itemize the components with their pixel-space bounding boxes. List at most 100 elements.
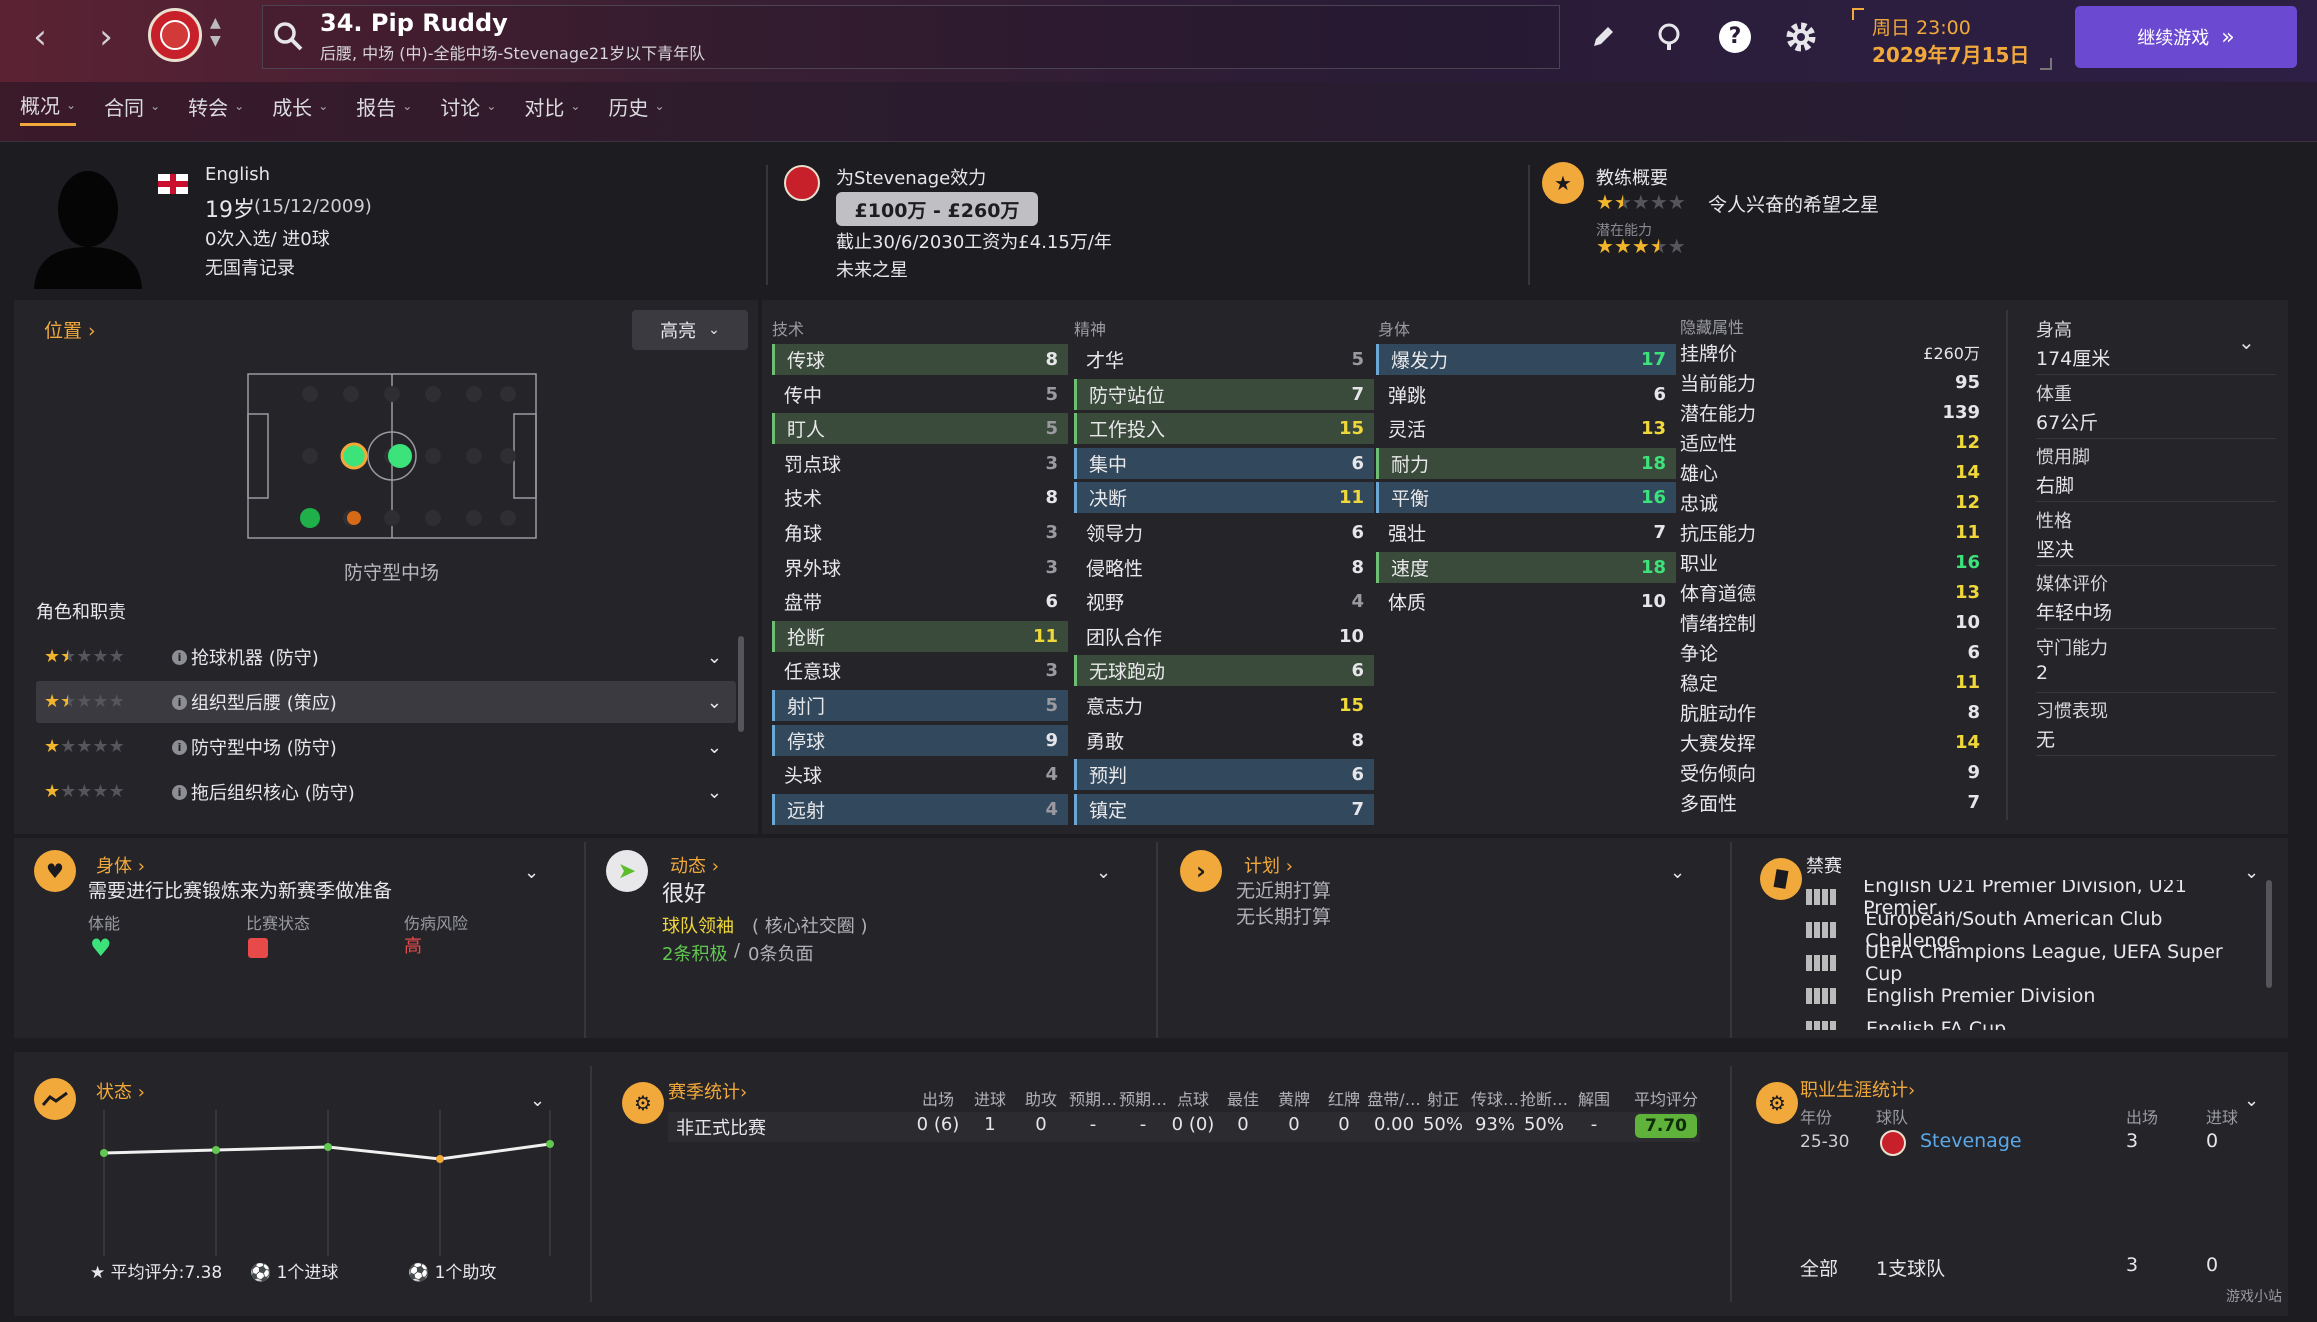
attribute-technical-6[interactable]: 界外球 3 [772, 552, 1068, 583]
attribute-mental-2[interactable]: 工作投入 15 [1074, 413, 1374, 445]
roles-scrollbar[interactable] [738, 636, 744, 732]
season-header[interactable]: 射正 [1426, 1090, 1459, 1109]
player-switch-icon[interactable]: ▲ ▼ [210, 15, 221, 49]
attribute-physical-3[interactable]: 耐力 18 [1376, 447, 1676, 479]
hidden-attribute-5[interactable]: 忠诚 12 [1680, 487, 1980, 517]
attribute-physical-2[interactable]: 灵活 13 [1376, 413, 1676, 444]
attribute-mental-1[interactable]: 防守站位 7 [1074, 378, 1374, 410]
career-club-badge-icon[interactable] [1880, 1130, 1906, 1156]
attribute-mental-10[interactable]: 意志力 15 [1074, 690, 1374, 721]
attribute-physical-4[interactable]: 平衡 16 [1376, 482, 1676, 514]
date-date[interactable]: 2029年7月15日 [1872, 43, 2030, 67]
attribute-mental-0[interactable]: 才华 5 [1074, 344, 1374, 375]
role-item[interactable]: ★★★★★ i 拖后组织核心 (防守) ⌄ [36, 771, 736, 813]
hidden-attribute-8[interactable]: 体育道德 13 [1680, 577, 1980, 607]
chevron-down-icon[interactable]: ⌄ [530, 1090, 546, 1111]
ban-item[interactable]: European/South American Club Challenge [1806, 908, 2256, 952]
season-header[interactable]: 传球… [1470, 1090, 1519, 1109]
attribute-mental-12[interactable]: 预判 6 [1074, 759, 1374, 791]
chevron-down-icon[interactable]: ⌄ [2238, 330, 2255, 354]
attribute-technical-3[interactable]: 罚点球 3 [772, 448, 1068, 479]
search-icon[interactable] [272, 20, 304, 56]
chevron-down-icon[interactable]: ⌄ [706, 646, 722, 668]
attribute-mental-8[interactable]: 团队合作 10 [1074, 621, 1374, 652]
hidden-attribute-3[interactable]: 适应性 12 [1680, 427, 1980, 457]
menu-item-5[interactable]: 讨论 ⌄ [440, 86, 496, 126]
negative-count[interactable]: 0条负面 [748, 944, 814, 965]
season-header[interactable]: 点球 [1176, 1090, 1209, 1109]
menu-item-7[interactable]: 历史 ⌄ [608, 86, 664, 126]
hidden-attribute-6[interactable]: 抗压能力 11 [1680, 517, 1980, 547]
attribute-mental-4[interactable]: 决断 11 [1074, 482, 1374, 514]
hidden-attribute-9[interactable]: 情绪控制 10 [1680, 607, 1980, 637]
season-header[interactable]: 助攻 [1024, 1090, 1057, 1109]
attribute-technical-5[interactable]: 角球 3 [772, 517, 1068, 548]
dynamics-title[interactable]: 动态 › [670, 856, 719, 877]
career-team-link[interactable]: Stevenage [1920, 1130, 2022, 1152]
menu-item-4[interactable]: 报告 ⌄ [356, 86, 412, 126]
attribute-technical-7[interactable]: 盘带 6 [772, 586, 1068, 617]
edit-icon[interactable] [1580, 14, 1626, 60]
attribute-physical-7[interactable]: 体质 10 [1376, 586, 1676, 617]
attribute-physical-6[interactable]: 速度 18 [1376, 551, 1676, 583]
form-title[interactable]: 状态 › [96, 1082, 145, 1103]
position-title[interactable]: 位置 › [44, 320, 96, 342]
hidden-attribute-13[interactable]: 大赛发挥 14 [1680, 727, 1980, 757]
hidden-attribute-11[interactable]: 稳定 11 [1680, 667, 1980, 697]
continue-button[interactable]: 继续游戏 » [2075, 6, 2297, 68]
menu-item-1[interactable]: 合同 ⌄ [104, 86, 160, 126]
menu-item-3[interactable]: 成长 ⌄ [272, 86, 328, 126]
season-header[interactable]: 出场 [921, 1090, 954, 1109]
club-crest-icon[interactable] [148, 8, 202, 62]
hidden-attribute-15[interactable]: 多面性 7 [1680, 787, 1980, 817]
plans-title[interactable]: 计划 › [1244, 856, 1293, 877]
role-item[interactable]: ★★★★★ i 抢球机器 (防守) ⌄ [36, 636, 736, 678]
attribute-physical-1[interactable]: 弹跳 6 [1376, 379, 1676, 410]
attribute-technical-8[interactable]: 抢断 11 [772, 620, 1068, 652]
season-header[interactable]: 解围 [1577, 1090, 1610, 1109]
ban-item[interactable]: English U21 Premier Division, U21 Premie… [1806, 880, 2256, 919]
attribute-technical-4[interactable]: 技术 8 [772, 482, 1068, 513]
highlight-dropdown[interactable]: 高亮 ⌄ [632, 310, 748, 350]
chevron-down-icon[interactable]: ⌄ [1670, 862, 1686, 883]
attribute-mental-5[interactable]: 领导力 6 [1074, 517, 1374, 548]
club-line[interactable]: 为Stevenage效力 [836, 168, 987, 189]
attribute-technical-1[interactable]: 传中 5 [772, 379, 1068, 410]
positive-count[interactable]: 2条积极 [662, 944, 728, 965]
attribute-technical-0[interactable]: 传球 8 [772, 344, 1068, 375]
attribute-mental-3[interactable]: 集中 6 [1074, 447, 1374, 479]
menu-item-6[interactable]: 对比 ⌄ [524, 86, 580, 126]
hidden-attribute-12[interactable]: 肮脏动作 8 [1680, 697, 1980, 727]
role-item[interactable]: ★★★★★ i 组织型后腰 (策应) ⌄ [36, 681, 736, 723]
settings-gear-icon[interactable] [1778, 14, 1824, 60]
attribute-mental-7[interactable]: 视野 4 [1074, 586, 1374, 617]
attribute-physical-5[interactable]: 强壮 7 [1376, 517, 1676, 548]
hidden-attribute-0[interactable]: 挂牌价 £260万 [1680, 337, 1980, 367]
value-tag[interactable]: £100万 - £260万 [836, 192, 1038, 226]
info-icon[interactable]: i [172, 694, 187, 710]
menu-item-2[interactable]: 转会 ⌄ [188, 86, 244, 126]
hidden-attribute-1[interactable]: 当前能力 95 [1680, 367, 1980, 397]
attribute-mental-6[interactable]: 侵略性 8 [1074, 552, 1374, 583]
hidden-attribute-4[interactable]: 雄心 14 [1680, 457, 1980, 487]
hidden-attribute-10[interactable]: 争论 6 [1680, 637, 1980, 667]
season-header[interactable]: 黄牌 [1277, 1090, 1310, 1109]
hidden-attribute-7[interactable]: 职业 16 [1680, 547, 1980, 577]
attribute-mental-11[interactable]: 勇敢 8 [1074, 725, 1374, 756]
season-stats-title[interactable]: 赛季统计› [668, 1082, 748, 1103]
season-header[interactable]: 红牌 [1327, 1090, 1360, 1109]
career-title[interactable]: 职业生涯统计› [1800, 1080, 1916, 1101]
season-header[interactable]: 平均评分 [1633, 1090, 1698, 1109]
ban-item[interactable]: UEFA Champions League, UEFA Super Cup [1806, 941, 2256, 985]
ban-item[interactable]: English Premier Division [1806, 979, 2256, 1012]
season-header[interactable]: 预期… [1068, 1090, 1117, 1109]
physical-title[interactable]: 身体 › [96, 856, 145, 877]
season-header[interactable]: 最佳 [1226, 1090, 1259, 1109]
attribute-mental-13[interactable]: 镇定 7 [1074, 793, 1374, 825]
chevron-down-icon[interactable]: ⌄ [2244, 1090, 2260, 1111]
attribute-technical-13[interactable]: 远射 4 [772, 793, 1068, 825]
attribute-mental-9[interactable]: 无球跑动 6 [1074, 655, 1374, 687]
help-icon[interactable]: ? [1712, 14, 1758, 60]
ban-item[interactable]: English FA Cup [1806, 1012, 2256, 1030]
chevron-down-icon[interactable]: ⌄ [1096, 862, 1112, 883]
